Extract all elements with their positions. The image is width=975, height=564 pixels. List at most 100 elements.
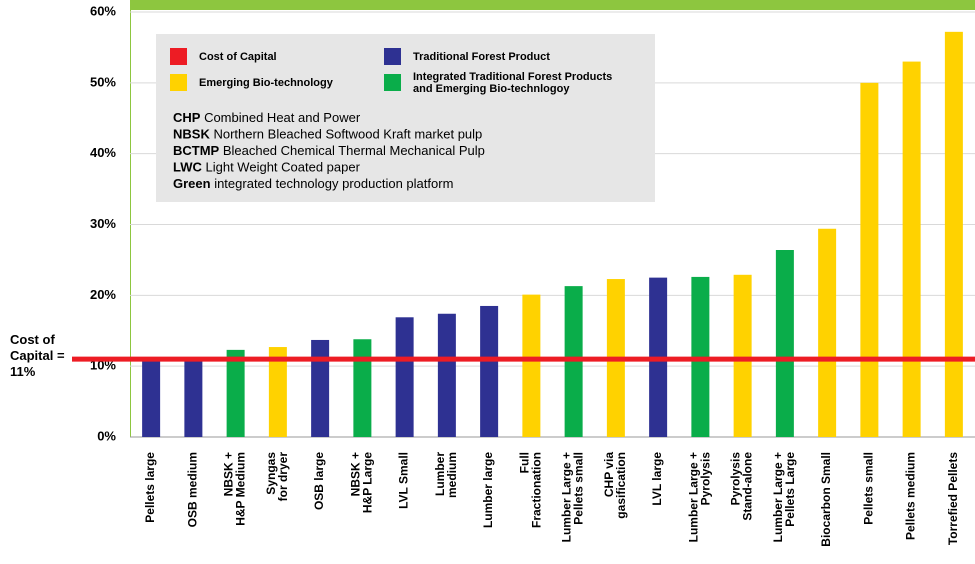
x-tick-label-line: Lumber large bbox=[481, 452, 495, 528]
x-tick-label-line: gasification bbox=[614, 452, 628, 519]
x-tick-label-line: for dryer bbox=[276, 452, 290, 502]
legend-label: Emerging Bio-technology bbox=[199, 77, 334, 89]
x-tick-label: LVL Small bbox=[397, 452, 411, 509]
x-tick-label-line: Syngas bbox=[264, 452, 278, 495]
y-tick-label: 0% bbox=[97, 428, 116, 443]
bar bbox=[944, 31, 963, 437]
bar bbox=[480, 305, 499, 437]
bar bbox=[437, 313, 456, 437]
bar bbox=[775, 250, 794, 437]
x-tick-label: Lumbermedium bbox=[433, 452, 459, 498]
bar bbox=[818, 228, 837, 437]
x-tick-label-line: Lumber Large + bbox=[771, 452, 785, 542]
x-tick-label: PyrolysisStand-alone bbox=[729, 452, 755, 521]
x-tick-label-line: Pellets Large bbox=[783, 452, 797, 527]
x-tick-label-line: Stand-alone bbox=[741, 452, 755, 521]
bar bbox=[268, 347, 287, 437]
legend-label: Traditional Forest Product bbox=[413, 51, 550, 63]
x-tick-label-line: Fractionation bbox=[530, 452, 544, 528]
x-tick-label-line: LVL Small bbox=[397, 452, 411, 509]
cost-of-capital-label-line: 11% bbox=[10, 364, 36, 379]
x-tick-label: Pellets medium bbox=[904, 452, 918, 540]
x-tick-label-line: Lumber Large + bbox=[560, 452, 574, 542]
bars bbox=[142, 31, 963, 437]
x-tick-label-line: NBSK + bbox=[222, 452, 236, 496]
y-tick-label: 60% bbox=[90, 3, 116, 18]
x-tick-label: Lumber Large +Pellets Large bbox=[771, 452, 797, 543]
legend-box bbox=[156, 34, 655, 202]
legend-label-line: Cost of Capital bbox=[199, 51, 277, 63]
legend-label-line: and Emerging Bio-technlogoy bbox=[413, 83, 570, 95]
note-text: Light Weight Coated paper bbox=[202, 160, 361, 175]
note-text: Northern Bleached Softwood Kraft market … bbox=[210, 127, 482, 142]
x-tick-label: OSB medium bbox=[186, 452, 200, 527]
note-text: Bleached Chemical Thermal Mechanical Pul… bbox=[219, 143, 485, 158]
x-tick-label: Lumber Large +Pellets small bbox=[560, 452, 586, 542]
legend-swatch bbox=[384, 74, 401, 91]
x-tick-label: Lumber large bbox=[481, 452, 495, 528]
bar bbox=[733, 274, 752, 437]
legend-label: Cost of Capital bbox=[199, 51, 277, 63]
x-tick-label-line: H&P Large bbox=[361, 452, 375, 513]
x-tick-label: Torrefied Pellets bbox=[946, 452, 960, 545]
legend-label-line: Traditional Forest Product bbox=[413, 51, 550, 63]
x-tick-label-line: Pellets medium bbox=[904, 452, 918, 540]
bar bbox=[184, 358, 203, 437]
top-band bbox=[130, 0, 975, 10]
x-tick-label: FullFractionation bbox=[518, 452, 544, 528]
note-text: integrated technology production platfor… bbox=[211, 176, 454, 191]
x-tick-label-line: Pyrolysis bbox=[699, 452, 713, 506]
note: BCTMP Bleached Chemical Thermal Mechanic… bbox=[173, 143, 485, 158]
bar bbox=[860, 82, 879, 437]
x-tick-label: NBSK +H&P Large bbox=[349, 452, 375, 513]
note: LWC Light Weight Coated paper bbox=[173, 160, 361, 175]
x-tick-label-line: Pellets small bbox=[862, 452, 876, 525]
x-tick-label-line: Lumber Large + bbox=[687, 452, 701, 542]
y-tick-label: 50% bbox=[90, 74, 116, 89]
y-tick-label: 40% bbox=[90, 145, 116, 160]
x-tick-label-line: LVL large bbox=[650, 452, 664, 506]
x-tick-label: NBSK +H&P Medium bbox=[222, 452, 248, 526]
cost-of-capital-label-line: Capital = bbox=[10, 348, 65, 363]
x-tick-label: Lumber Large +Pyrolysis bbox=[687, 452, 713, 543]
x-tick-label-line: OSB large bbox=[312, 452, 326, 510]
legend-label-line: Integrated Traditional Forest Products bbox=[413, 71, 612, 83]
note-abbr: LWC bbox=[173, 160, 202, 175]
x-tick-label-line: Pellets large bbox=[143, 452, 157, 523]
x-tick-label-line: Pellets small bbox=[572, 452, 586, 525]
x-tick-label-line: Biocarbon Small bbox=[819, 452, 833, 547]
bar bbox=[395, 317, 414, 437]
note-text: Combined Heat and Power bbox=[200, 110, 360, 125]
note: NBSK Northern Bleached Softwood Kraft ma… bbox=[173, 127, 482, 142]
x-tick-label-line: H&P Medium bbox=[234, 452, 248, 526]
legend-swatch bbox=[170, 48, 187, 65]
x-tick-label-line: NBSK + bbox=[349, 452, 363, 496]
y-tick-label: 20% bbox=[90, 287, 116, 302]
x-tick-label-line: Full bbox=[518, 452, 532, 473]
note-abbr: NBSK bbox=[173, 127, 210, 142]
note: CHP Combined Heat and Power bbox=[173, 110, 361, 125]
bar bbox=[311, 339, 330, 437]
note-abbr: BCTMP bbox=[173, 143, 220, 158]
legend-swatch bbox=[170, 74, 187, 91]
x-tick-label: Pellets small bbox=[862, 452, 876, 525]
x-tick-label: CHP viagasification bbox=[602, 452, 628, 519]
x-tick-label-line: OSB medium bbox=[186, 452, 200, 527]
x-tick-label: Syngasfor dryer bbox=[264, 452, 290, 502]
note-abbr: Green bbox=[173, 176, 211, 191]
legend-swatch bbox=[384, 48, 401, 65]
note-abbr: CHP bbox=[173, 110, 201, 125]
x-tick-label: Biocarbon Small bbox=[819, 452, 833, 547]
x-tick-label-line: medium bbox=[445, 452, 459, 498]
x-tick-label-line: CHP via bbox=[602, 452, 616, 497]
bar bbox=[902, 61, 921, 437]
cost-of-capital-label-line: Cost of bbox=[10, 332, 55, 347]
x-tick-label-line: Lumber bbox=[433, 452, 447, 496]
bar bbox=[142, 360, 161, 437]
x-tick-label: LVL large bbox=[650, 452, 664, 506]
foreground: 0%10%20%30%40%50%60%Pellets large OSB med… bbox=[10, 3, 975, 547]
legend-label: Integrated Traditional Forest Products an… bbox=[413, 71, 612, 95]
bar bbox=[353, 339, 372, 437]
bar bbox=[226, 349, 245, 437]
